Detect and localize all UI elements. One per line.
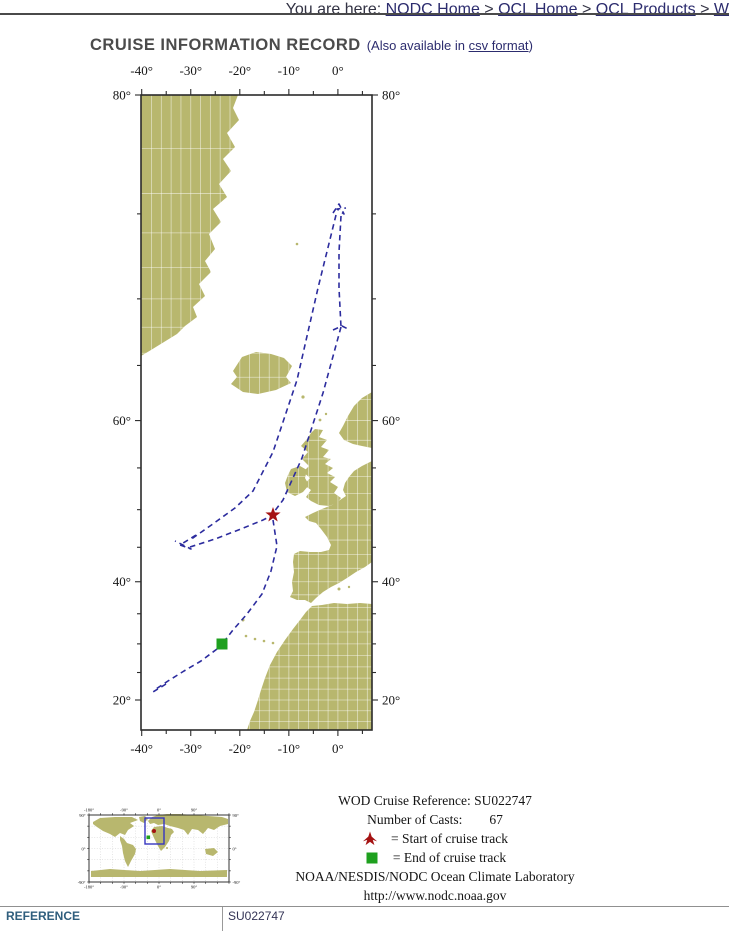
breadcrumb: You are here: NODC Home > OCL Home > OCL… xyxy=(286,1,729,19)
cruise-reference-value: SU022747 xyxy=(474,793,532,808)
svg-text:-30°: -30° xyxy=(179,741,202,756)
svg-text:-180°: -180° xyxy=(84,808,94,813)
title-row: CRUISE INFORMATION RECORD (Also available… xyxy=(90,36,533,55)
world-overview-map: -180° -90° 0° 90°-180° -90° 0° 90°90°0°-90°90°… xyxy=(78,808,241,890)
svg-text:0°: 0° xyxy=(233,847,237,852)
svg-text:90°: 90° xyxy=(79,813,86,818)
svg-text:-180°: -180° xyxy=(84,885,94,890)
table-value-reference: SU022747 xyxy=(222,907,729,931)
end-legend-row: = End of cruise track xyxy=(270,848,600,867)
cruise-track-map: -40° -30° -20° -10° 0° -40° -30° -20° -10° 0° 80° 6… xyxy=(113,63,400,756)
map-legend: WOD Cruise Reference: SU022747 Number of… xyxy=(270,791,600,905)
svg-text:60°: 60° xyxy=(113,413,131,428)
svg-text:-10°: -10° xyxy=(278,741,301,756)
svg-text:60°: 60° xyxy=(382,413,400,428)
svg-text:80°: 80° xyxy=(113,88,131,103)
casts-row: Number of Casts: 67 xyxy=(270,810,600,829)
end-marker-square-icon xyxy=(366,852,378,863)
svg-text:-90°: -90° xyxy=(233,880,241,885)
svg-text:40°: 40° xyxy=(113,574,131,589)
table-label-reference: REFERENCE xyxy=(6,909,81,923)
svg-text:-90°: -90° xyxy=(120,885,128,890)
casts-value: 67 xyxy=(489,812,503,827)
start-legend-label: = Start of cruise track xyxy=(390,831,509,846)
svg-text:-20°: -20° xyxy=(229,63,252,78)
inset-end-marker xyxy=(146,835,151,840)
csv-note-prefix: (Also available in xyxy=(366,38,469,53)
breadcrumb-prefix: You are here: xyxy=(285,1,386,18)
breadcrumb-link-ocl-products[interactable]: OCL Products xyxy=(595,1,696,18)
svg-text:90°: 90° xyxy=(191,885,198,890)
svg-text:-90°: -90° xyxy=(120,808,128,813)
cruise-track xyxy=(152,203,351,693)
map-axis-labels: -40° -30° -20° -10° 0° -40° -30° -20° -10° 0° 80° 6… xyxy=(113,63,400,756)
start-of-track-marker xyxy=(265,507,281,522)
cruise-region-box xyxy=(144,817,165,845)
csv-format-link[interactable]: csv format xyxy=(468,38,529,53)
svg-text:0°: 0° xyxy=(157,885,161,890)
land-shapes xyxy=(141,95,372,730)
cruise-detail-table: REFERENCE SU022747 xyxy=(0,906,729,931)
svg-text:0°: 0° xyxy=(81,847,85,852)
svg-text:-40°: -40° xyxy=(130,741,153,756)
breadcrumb-link-wod[interactable]: W xyxy=(713,1,729,18)
breadcrumb-separator: > xyxy=(695,1,714,18)
header-divider xyxy=(0,13,729,15)
inset-land-shapes xyxy=(91,814,228,877)
svg-text:-90°: -90° xyxy=(78,880,86,885)
table-row: REFERENCE SU022747 xyxy=(0,907,729,931)
start-marker-star-icon xyxy=(362,831,378,845)
cruise-reference-label: WOD Cruise Reference: xyxy=(338,793,471,808)
breadcrumb-separator: > xyxy=(479,1,499,18)
svg-text:20°: 20° xyxy=(382,693,400,708)
inset-start-marker xyxy=(152,829,156,833)
inset-ticks xyxy=(87,813,231,884)
svg-text:-40°: -40° xyxy=(130,63,153,78)
website-url: http://www.nodc.noaa.gov xyxy=(363,888,507,903)
svg-text:-30°: -30° xyxy=(179,63,202,78)
svg-text:90°: 90° xyxy=(191,808,198,813)
page-title: CRUISE INFORMATION RECORD xyxy=(90,36,361,54)
csv-note-suffix: ) xyxy=(528,38,533,53)
end-legend-label: = End of cruise track xyxy=(392,850,507,865)
svg-text:40°: 40° xyxy=(382,574,400,589)
svg-text:20°: 20° xyxy=(113,693,131,708)
map-ticks xyxy=(135,89,378,736)
csv-availability-note: (Also available in csv format) xyxy=(367,38,533,53)
svg-text:0°: 0° xyxy=(157,808,161,813)
svg-text:-10°: -10° xyxy=(278,63,301,78)
casts-label: Number of Casts: xyxy=(367,812,463,827)
cruise-reference-row: WOD Cruise Reference: SU022747 xyxy=(270,791,600,810)
start-legend-row: = Start of cruise track xyxy=(270,829,600,848)
organization: NOAA/NESDIS/NODC Ocean Climate Laborator… xyxy=(295,869,575,884)
breadcrumb-link-ocl-home[interactable]: OCL Home xyxy=(498,1,578,18)
svg-text:80°: 80° xyxy=(382,88,400,103)
svg-text:90°: 90° xyxy=(233,813,240,818)
svg-text:-20°: -20° xyxy=(229,741,252,756)
breadcrumb-separator: > xyxy=(577,1,596,18)
end-of-track-marker xyxy=(216,638,228,650)
svg-text:0°: 0° xyxy=(332,741,344,756)
breadcrumb-link-nodc-home[interactable]: NODC Home xyxy=(385,1,480,18)
map-frame xyxy=(140,94,373,731)
inset-axis-labels: -180° -90° 0° 90°-180° -90° 0° 90°90°0°-90°90°… xyxy=(78,808,241,890)
svg-text:0°: 0° xyxy=(332,63,344,78)
